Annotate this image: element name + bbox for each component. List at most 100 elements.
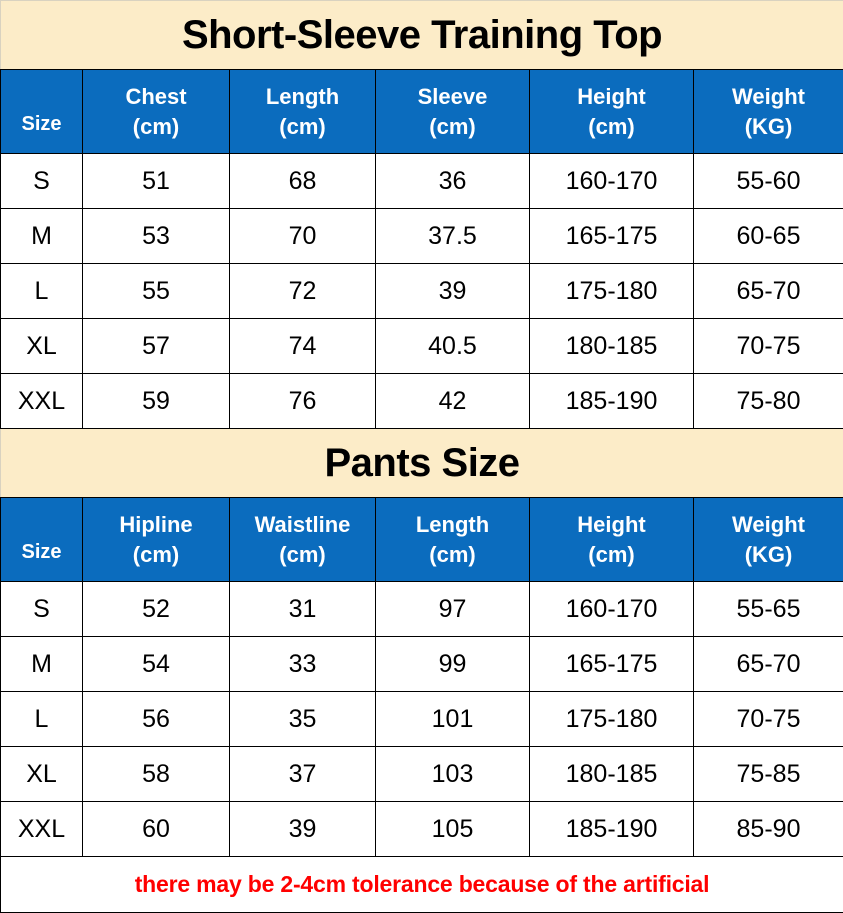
cell-bottom-4-size: XXL [1,802,83,857]
cell-top-3-chest: 57 [83,319,230,374]
top-header-sleeve-label: Sleeve [376,82,529,111]
bottom-section-header-row: Size Hipline (cm) Waistline (cm) Length … [1,498,843,582]
cell-top-1-size: M [1,209,83,264]
top-header-size: Size [1,70,83,154]
cell-top-4-size: XXL [1,374,83,429]
cell-bottom-2-height: 175-180 [530,692,694,747]
cell-bottom-2-waistline: 35 [230,692,376,747]
bottom-header-weight: Weight (KG) [694,498,843,582]
table-row: XXL 60 39 105 185-190 85-90 [1,802,843,857]
cell-bottom-0-waistline: 31 [230,582,376,637]
footer-note-row: there may be 2-4cm tolerance because of … [1,857,843,913]
top-header-chest: Chest (cm) [83,70,230,154]
bottom-header-hipline-label: Hipline [83,510,229,539]
cell-top-4-sleeve: 42 [376,374,530,429]
cell-top-1-weight: 60-65 [694,209,843,264]
top-header-length: Length (cm) [230,70,376,154]
cell-bottom-4-height: 185-190 [530,802,694,857]
top-header-sleeve-unit: (cm) [376,112,529,141]
cell-bottom-1-size: M [1,637,83,692]
table-row: L 56 35 101 175-180 70-75 [1,692,843,747]
bottom-header-hipline: Hipline (cm) [83,498,230,582]
bottom-header-length: Length (cm) [376,498,530,582]
bottom-section-title-row: Pants Size [1,429,843,498]
bottom-header-waistline-unit: (cm) [230,540,375,569]
cell-bottom-0-size: S [1,582,83,637]
table-row: XXL 59 76 42 185-190 75-80 [1,374,843,429]
bottom-header-waistline: Waistline (cm) [230,498,376,582]
top-header-weight-unit: (KG) [694,112,843,141]
cell-top-0-weight: 55-60 [694,154,843,209]
cell-bottom-1-height: 165-175 [530,637,694,692]
cell-bottom-3-waistline: 37 [230,747,376,802]
top-section-title-row: Short-Sleeve Training Top [1,1,843,70]
cell-top-3-size: XL [1,319,83,374]
bottom-header-height-label: Height [530,510,693,539]
bottom-header-weight-unit: (KG) [694,540,843,569]
bottom-header-length-unit: (cm) [376,540,529,569]
table-row: S 51 68 36 160-170 55-60 [1,154,843,209]
cell-bottom-3-weight: 75-85 [694,747,843,802]
cell-top-2-chest: 55 [83,264,230,319]
cell-bottom-4-waistline: 39 [230,802,376,857]
cell-bottom-4-hipline: 60 [83,802,230,857]
cell-top-1-length: 70 [230,209,376,264]
cell-bottom-4-length: 105 [376,802,530,857]
cell-bottom-0-length: 97 [376,582,530,637]
cell-bottom-0-weight: 55-65 [694,582,843,637]
top-header-chest-unit: (cm) [83,112,229,141]
table-row: S 52 31 97 160-170 55-65 [1,582,843,637]
top-header-weight: Weight (KG) [694,70,843,154]
cell-top-2-height: 175-180 [530,264,694,319]
table-row: M 53 70 37.5 165-175 60-65 [1,209,843,264]
top-header-length-unit: (cm) [230,112,375,141]
cell-top-0-sleeve: 36 [376,154,530,209]
cell-top-1-sleeve: 37.5 [376,209,530,264]
cell-bottom-1-length: 99 [376,637,530,692]
cell-top-0-chest: 51 [83,154,230,209]
cell-top-3-sleeve: 40.5 [376,319,530,374]
cell-bottom-3-size: XL [1,747,83,802]
cell-top-4-length: 76 [230,374,376,429]
cell-top-4-chest: 59 [83,374,230,429]
top-header-chest-label: Chest [83,82,229,111]
bottom-header-hipline-unit: (cm) [83,540,229,569]
cell-top-2-size: L [1,264,83,319]
top-header-height: Height (cm) [530,70,694,154]
cell-top-2-length: 72 [230,264,376,319]
table-row: XL 58 37 103 180-185 75-85 [1,747,843,802]
tolerance-note: there may be 2-4cm tolerance because of … [1,857,843,913]
cell-top-0-height: 160-170 [530,154,694,209]
top-header-length-label: Length [230,82,375,111]
cell-top-3-height: 180-185 [530,319,694,374]
top-header-height-label: Height [530,82,693,111]
cell-top-1-chest: 53 [83,209,230,264]
cell-bottom-1-weight: 65-70 [694,637,843,692]
bottom-header-length-label: Length [376,510,529,539]
cell-bottom-3-height: 180-185 [530,747,694,802]
bottom-header-weight-label: Weight [694,510,843,539]
cell-top-0-length: 68 [230,154,376,209]
bottom-header-size-label: Size [1,539,82,565]
cell-bottom-2-hipline: 56 [83,692,230,747]
table-row: M 54 33 99 165-175 65-70 [1,637,843,692]
top-header-weight-label: Weight [694,82,843,111]
cell-top-2-weight: 65-70 [694,264,843,319]
top-section-header-row: Size Chest (cm) Length (cm) Sleeve (cm) … [1,70,843,154]
cell-top-0-size: S [1,154,83,209]
cell-bottom-0-hipline: 52 [83,582,230,637]
bottom-header-height: Height (cm) [530,498,694,582]
cell-bottom-1-hipline: 54 [83,637,230,692]
bottom-header-size: Size [1,498,83,582]
top-header-height-unit: (cm) [530,112,693,141]
top-header-sleeve: Sleeve (cm) [376,70,530,154]
cell-top-4-height: 185-190 [530,374,694,429]
cell-bottom-0-height: 160-170 [530,582,694,637]
cell-bottom-3-hipline: 58 [83,747,230,802]
table-row: XL 57 74 40.5 180-185 70-75 [1,319,843,374]
cell-bottom-1-waistline: 33 [230,637,376,692]
top-section-title: Short-Sleeve Training Top [1,1,843,70]
top-header-size-label: Size [1,111,82,137]
